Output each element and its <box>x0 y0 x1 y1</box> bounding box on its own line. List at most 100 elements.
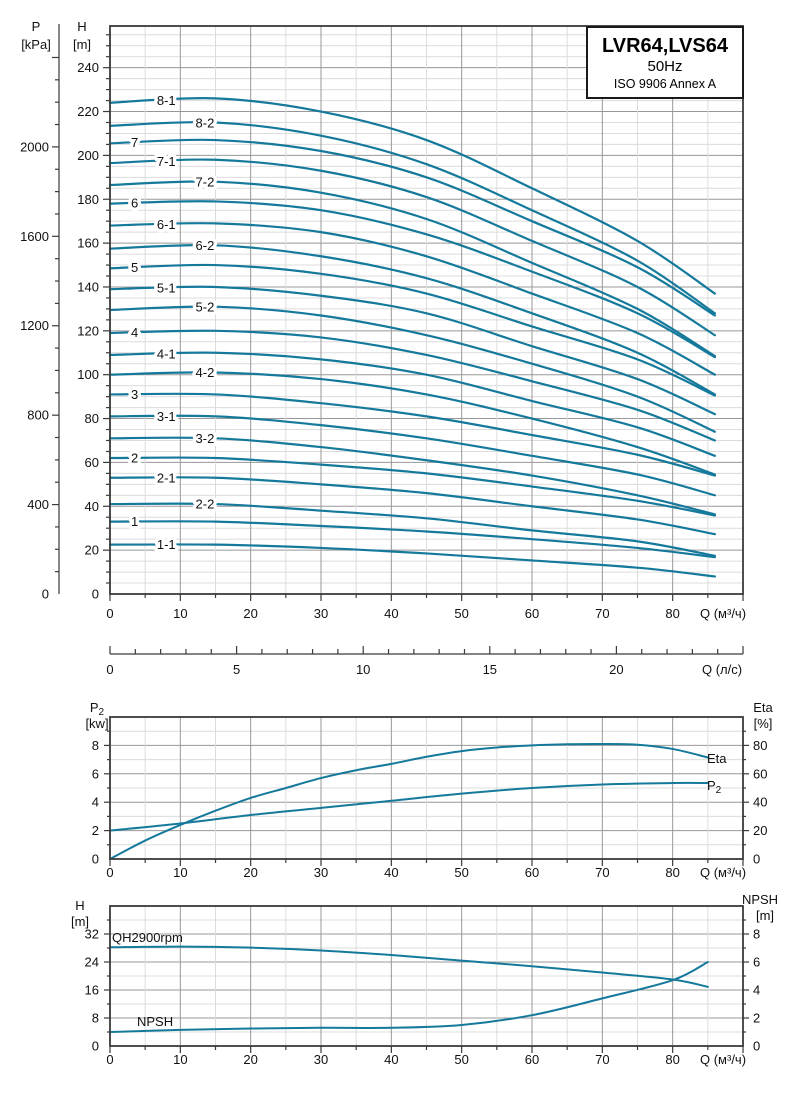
curve-label-1-1: 1-1 <box>157 537 176 552</box>
x-tick-label: 80 <box>665 1052 679 1067</box>
x-tick-label: 60 <box>525 1052 539 1067</box>
lps-tick-label: 20 <box>609 662 623 677</box>
x-tick-label: 30 <box>314 1052 328 1067</box>
curve-label-6-1: 6-1 <box>157 217 176 232</box>
curve-7-2 <box>108 180 716 358</box>
curve-label-8-2: 8-2 <box>196 115 215 130</box>
h-tick-label: 60 <box>85 455 99 470</box>
npsh-tick-label: 4 <box>753 983 760 998</box>
curve-3-2 <box>108 436 716 516</box>
lps-tick-label: 0 <box>106 662 113 677</box>
curve-7 <box>108 138 716 317</box>
curve-2-1 <box>108 476 716 536</box>
curve-label-3: 3 <box>131 387 138 402</box>
h-tick-label: 100 <box>77 367 99 382</box>
curve-6 <box>108 200 716 359</box>
series-label-QH2900rpm: QH2900rpm <box>112 930 183 945</box>
npsh-tick-label: 2 <box>753 1011 760 1026</box>
x-tick-label: 80 <box>665 865 679 880</box>
curve-7-1 <box>108 158 716 337</box>
p-axis-unit: [kPa] <box>21 37 51 52</box>
h-tick-label: 220 <box>77 104 99 119</box>
h-tick-label: 160 <box>77 236 99 251</box>
series-label-Eta: Eta <box>707 751 727 766</box>
curve-1 <box>108 520 716 559</box>
x-tick-label: 50 <box>454 865 468 880</box>
eta-tick-label: 0 <box>753 852 760 867</box>
pump-model: LVR64,LVS64 <box>602 34 728 57</box>
h-tick-label: 80 <box>85 411 99 426</box>
h-tick-label: 140 <box>77 279 99 294</box>
curve-label-8-1: 8-1 <box>157 93 176 108</box>
curve-5-1 <box>108 285 716 416</box>
curve-label-4-2: 4-2 <box>196 365 215 380</box>
curve-2 <box>108 456 716 517</box>
curve-5-2 <box>108 305 716 433</box>
curve-label-2-2: 2-2 <box>196 497 215 512</box>
x-tick-label: 40 <box>384 1052 398 1067</box>
curve-4-1 <box>108 351 716 457</box>
curve-label-6: 6 <box>131 196 138 211</box>
x-axis-unit: Q (м³/ч) <box>700 606 746 621</box>
curve-label-3-2: 3-2 <box>196 431 215 446</box>
h2-tick-label: 0 <box>92 1039 99 1054</box>
curve-label-1: 1 <box>131 514 138 529</box>
x-tick-label: 70 <box>595 865 609 880</box>
p2-tick-label: 0 <box>92 852 99 867</box>
curve-4-2 <box>108 371 716 476</box>
h2-axis-unit: [m] <box>71 914 89 929</box>
x-tick-label: 10 <box>173 606 187 621</box>
h2-tick-label: 16 <box>85 983 99 998</box>
curve-P2 <box>109 781 709 832</box>
x-tick-label: 20 <box>243 606 257 621</box>
eta-axis-title: Eta <box>753 700 773 715</box>
series-label-P2: P2 <box>707 778 722 796</box>
npsh-tick-label: 0 <box>753 1039 760 1054</box>
p2-axis-title: P2 <box>90 700 105 718</box>
x-tick-label: 40 <box>384 865 398 880</box>
curve-2-2 <box>108 502 716 557</box>
h2-axis-title: H <box>75 898 84 913</box>
x-tick-label: 0 <box>106 606 113 621</box>
h-tick-label: 240 <box>77 60 99 75</box>
curve-3 <box>108 392 716 477</box>
x-tick-label: 20 <box>243 865 257 880</box>
x-tick-label: 60 <box>525 606 539 621</box>
npsh-axis-unit: [m] <box>756 908 774 923</box>
curve-label-5-1: 5-1 <box>157 280 176 295</box>
x-tick-label: 10 <box>173 1052 187 1067</box>
curve-6-1 <box>108 222 716 376</box>
curve-label-7-2: 7-2 <box>196 175 215 190</box>
curve-NPSH <box>109 961 709 1033</box>
eta-axis-unit: [%] <box>754 716 773 731</box>
p2-tick-label: 6 <box>92 766 99 781</box>
x-tick-label: 70 <box>595 606 609 621</box>
lps-tick-label: 10 <box>356 662 370 677</box>
curve-QH2900rpm <box>109 945 709 988</box>
curve-3-1 <box>108 414 716 497</box>
lps-tick-label: 15 <box>483 662 497 677</box>
curve-label-5-2: 5-2 <box>196 300 215 315</box>
curve-label-7-1: 7-1 <box>157 154 176 169</box>
p2-axis-unit: [kw] <box>85 716 108 731</box>
h-tick-label: 200 <box>77 148 99 163</box>
h-axis-unit: [m] <box>73 37 91 52</box>
lps-axis-unit: Q (л/с) <box>702 662 742 677</box>
curve-label-2: 2 <box>131 451 138 466</box>
x-tick-label: 50 <box>454 606 468 621</box>
x-tick-label: 20 <box>243 1052 257 1067</box>
h-tick-label: 0 <box>92 587 99 602</box>
curve-8-1 <box>108 97 716 295</box>
curve-label-5: 5 <box>131 260 138 275</box>
h-axis-title: H <box>77 19 86 34</box>
p2-tick-label: 4 <box>92 795 99 810</box>
curve-label-4-1: 4-1 <box>157 346 176 361</box>
pump-standard: ISO 9906 Annex A <box>613 76 717 91</box>
eta-tick-label: 80 <box>753 738 767 753</box>
curve-5 <box>108 263 716 397</box>
x-tick-label: 10 <box>173 865 187 880</box>
curve-8-2 <box>108 121 716 315</box>
p-tick-label: 1200 <box>20 318 49 333</box>
h-tick-label: 180 <box>77 192 99 207</box>
